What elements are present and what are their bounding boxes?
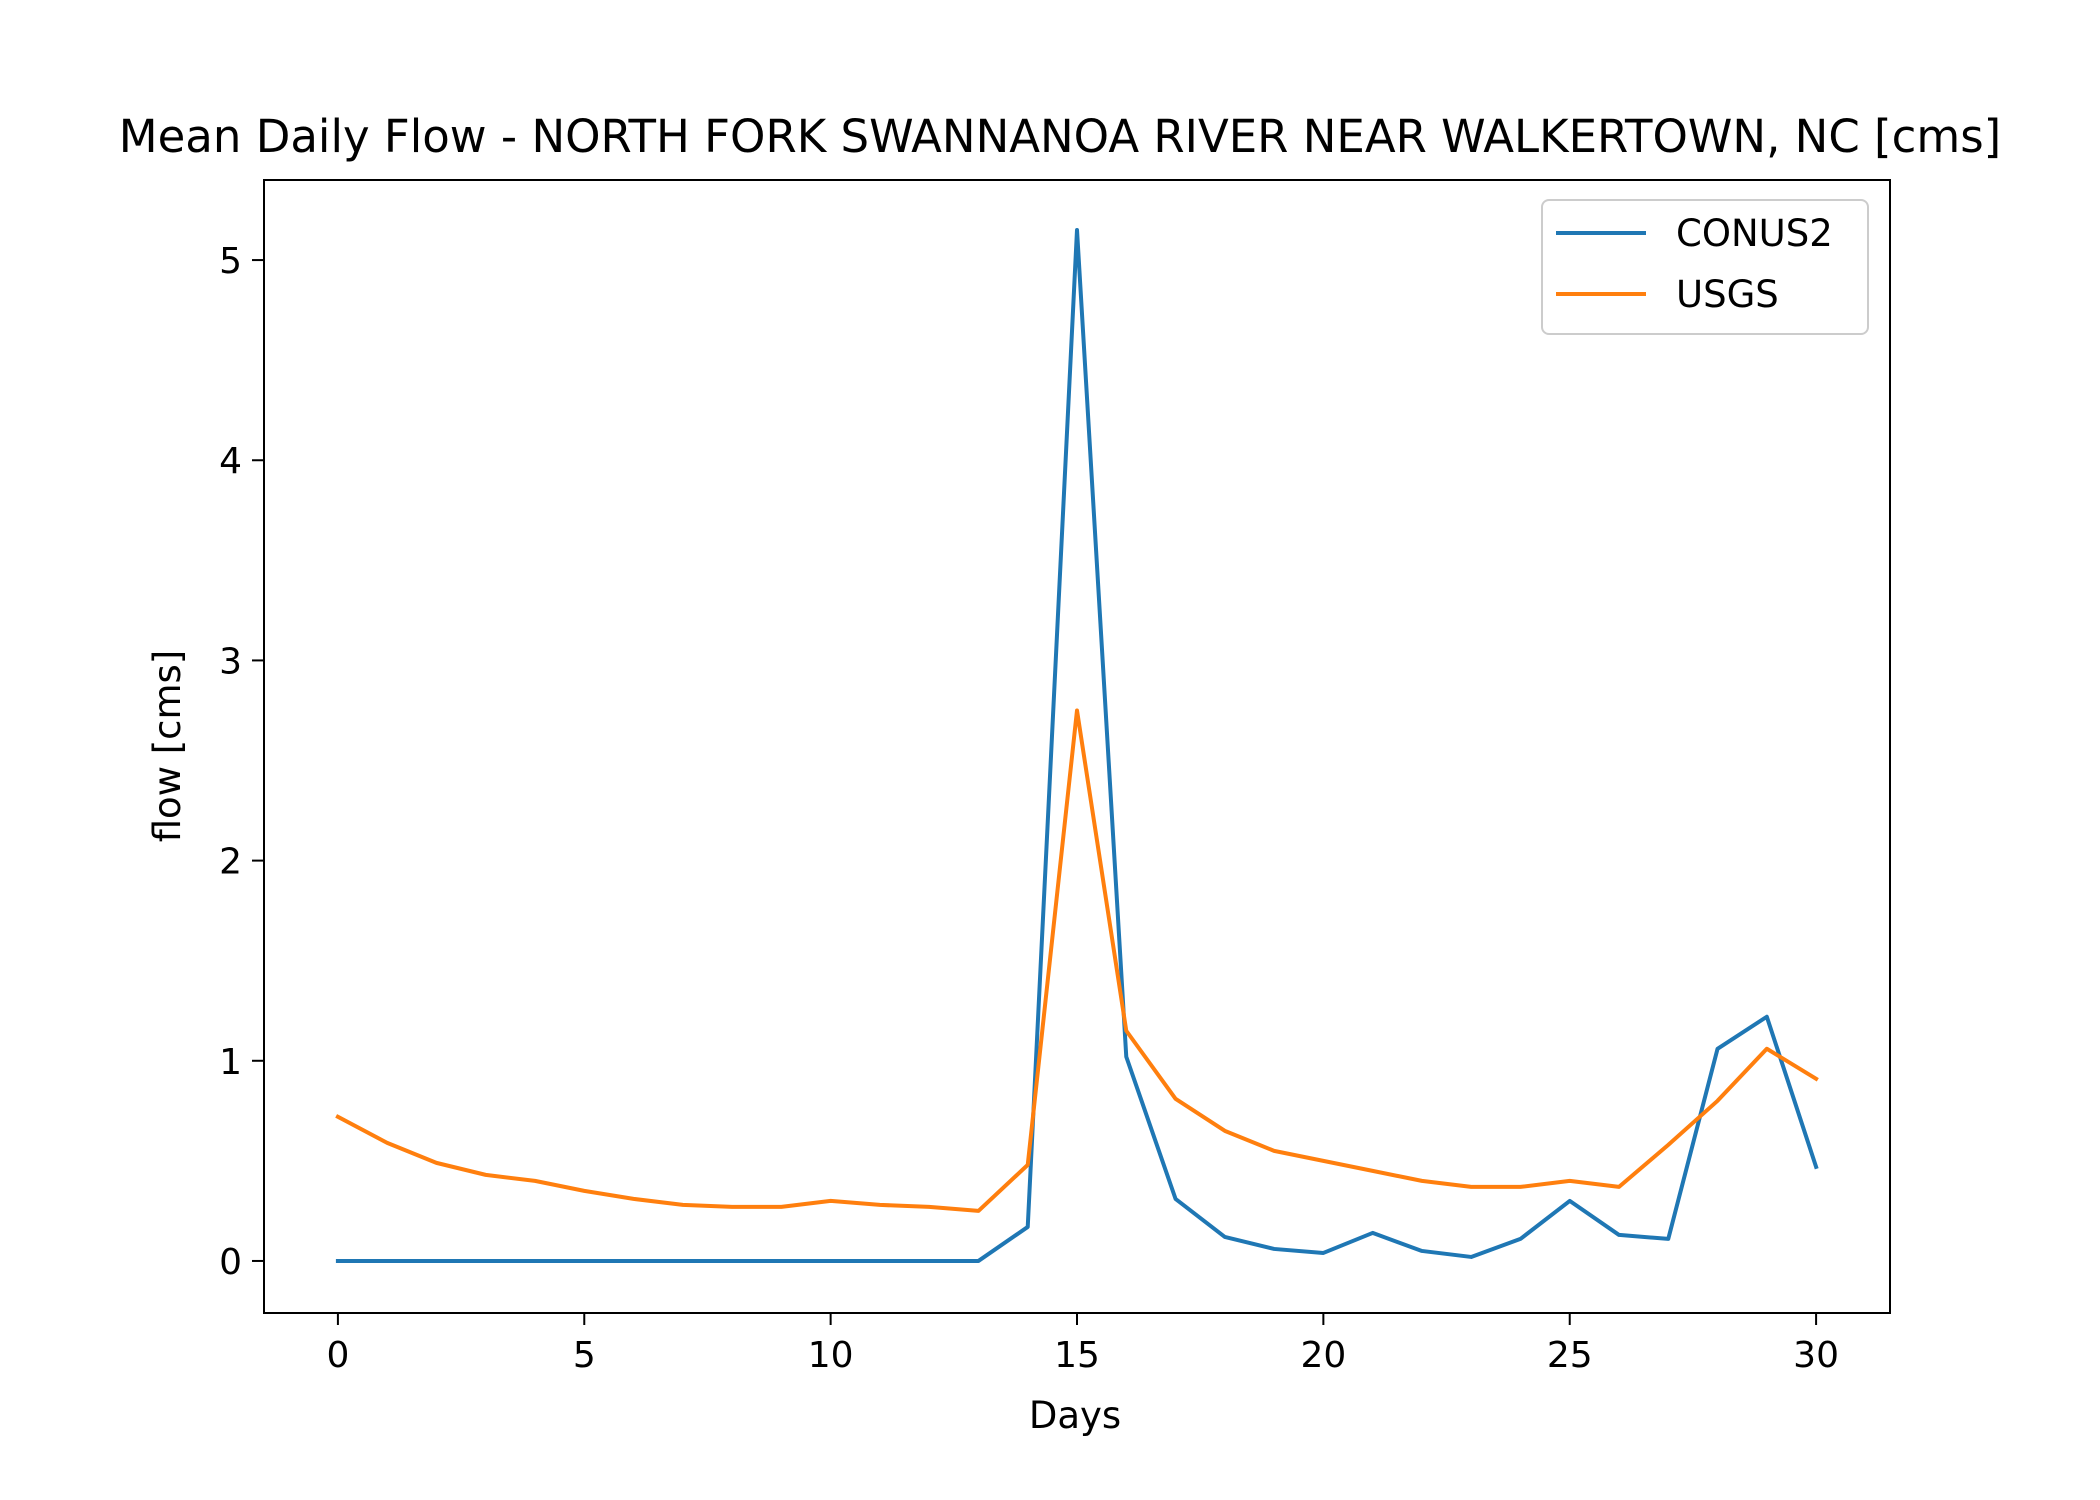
x-tick-label: 0 — [326, 1335, 349, 1376]
series-line-conus2 — [335, 228, 1819, 1263]
x-tick-label: 30 — [1793, 1335, 1839, 1376]
y-tick-label: 4 — [219, 441, 242, 482]
legend: CONUS2 USGS — [1541, 199, 1869, 335]
chart-title: Mean Daily Flow - NORTH FORK SWANNANOA R… — [119, 110, 2001, 163]
y-tick-label: 3 — [219, 641, 242, 682]
legend-label-conus2: CONUS2 — [1676, 212, 1833, 255]
x-tick-label: 25 — [1547, 1335, 1593, 1376]
series-layer — [335, 228, 1819, 1263]
x-tick-label: 5 — [573, 1335, 596, 1376]
y-axis-label: flow [cms] — [146, 650, 189, 843]
x-tick-label: 10 — [808, 1335, 854, 1376]
y-tick-label: 2 — [219, 842, 242, 883]
x-tick-label: 20 — [1300, 1335, 1346, 1376]
x-tick-label: 15 — [1054, 1335, 1100, 1376]
x-axis-label: Days — [1029, 1394, 1121, 1437]
y-axis: 0 1 2 3 4 5 — [219, 241, 264, 1283]
x-axis: 0 5 10 15 20 25 30 — [326, 1313, 1839, 1376]
y-tick-label: 0 — [219, 1242, 242, 1283]
y-tick-label: 5 — [219, 241, 242, 282]
y-tick-label: 1 — [219, 1042, 242, 1083]
legend-label-usgs: USGS — [1676, 273, 1779, 316]
series-line-usgs — [335, 708, 1819, 1213]
